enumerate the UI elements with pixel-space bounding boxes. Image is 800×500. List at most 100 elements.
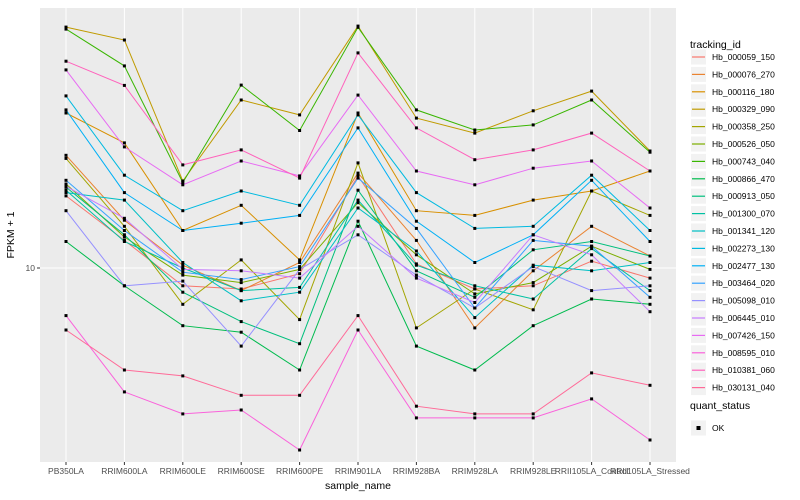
data-point [414, 263, 418, 267]
x-axis: PB350LA RRIM600LA RRIM600LE RRIM600SE RRIM60… [48, 462, 690, 476]
data-point [648, 302, 652, 306]
data-point [648, 310, 652, 314]
data-point [122, 235, 126, 239]
data-point [356, 198, 360, 202]
x-tick-label: RRII105LA_Control [555, 466, 629, 476]
data-point [239, 159, 243, 163]
data-point [473, 213, 477, 217]
data-point [181, 267, 185, 271]
data-point [122, 240, 126, 243]
data-point [181, 302, 185, 306]
data-point [239, 287, 243, 291]
data-point [590, 98, 594, 102]
data-point [122, 216, 126, 220]
legend-entry-label: Hb_000526_050 [712, 139, 775, 149]
data-point [181, 229, 185, 232]
data-point [122, 390, 126, 394]
data-point [64, 68, 68, 72]
legend-entry: Hb_001341_120 [691, 223, 775, 239]
series-points [64, 24, 652, 452]
data-point [414, 326, 418, 330]
data-point [531, 412, 535, 416]
legend-entry: Hb_000358_250 [691, 119, 775, 135]
data-point [473, 295, 477, 299]
data-point [181, 412, 185, 416]
data-point [239, 258, 243, 262]
data-point [414, 253, 418, 257]
data-point [590, 371, 594, 375]
data-point [64, 108, 68, 112]
data-point [122, 224, 126, 228]
data-point [64, 59, 68, 63]
data-point [122, 284, 126, 288]
data-point [298, 272, 302, 276]
data-point [298, 276, 302, 280]
data-point [590, 89, 594, 93]
data-point [648, 438, 652, 442]
data-point [648, 261, 652, 264]
data-point [473, 416, 477, 420]
data-point [122, 218, 126, 222]
data-point [356, 328, 360, 332]
legend-entry: Hb_006445_010 [691, 310, 775, 326]
data-point [64, 194, 68, 198]
y-axis-title: FPKM + 1 [5, 211, 17, 258]
data-point [239, 221, 243, 225]
x-axis-title: sample_name [325, 480, 391, 492]
data-point [473, 326, 477, 330]
data-point [356, 25, 360, 29]
data-point [590, 297, 594, 301]
data-point [473, 316, 477, 320]
data-point [298, 261, 302, 264]
data-point [122, 145, 126, 149]
data-point [181, 279, 185, 283]
data-point [531, 123, 535, 127]
data-point [64, 209, 68, 213]
legend-entry-label: Hb_003464_020 [712, 278, 775, 288]
data-point [181, 181, 185, 184]
x-tick-label: RRIM600LE [160, 466, 207, 476]
legend-entry-label: Hb_002273_130 [712, 243, 775, 253]
legend-entry-label: Hb_007426_150 [712, 330, 775, 340]
x-tick-label: RRIM600PE [276, 466, 324, 476]
data-point [648, 254, 652, 258]
data-point [590, 159, 594, 163]
legend-entry: Hb_000059_150 [691, 49, 775, 65]
legend-entry: Hb_000329_090 [691, 101, 775, 117]
x-tick-label: RRIM600LA [101, 466, 148, 476]
legend-entry-label: Hb_002477_130 [712, 261, 775, 271]
x-tick-label: RRIM928LA [452, 466, 499, 476]
data-point [181, 270, 185, 274]
data-point [590, 240, 594, 243]
data-point [64, 25, 68, 29]
data-point [122, 233, 126, 237]
data-point [590, 173, 594, 177]
x-tick-label: RRIM901LA [335, 466, 382, 476]
data-point [414, 191, 418, 195]
data-point [298, 290, 302, 294]
data-point [356, 111, 360, 115]
data-point [64, 27, 68, 31]
data-point [531, 198, 535, 202]
data-point [122, 64, 126, 68]
legend-quant-key [691, 420, 706, 436]
data-point [356, 93, 360, 97]
data-point [473, 183, 477, 187]
data-point [64, 184, 68, 188]
data-point [531, 248, 535, 252]
data-point [239, 83, 243, 87]
data-point [648, 383, 652, 387]
data-point [414, 273, 418, 277]
data-point [531, 284, 535, 288]
data-point [122, 173, 126, 177]
data-point [239, 269, 243, 273]
data-point [590, 244, 594, 248]
legend-entry: Hb_000116_180 [691, 84, 775, 100]
data-point [414, 126, 418, 130]
data-point [64, 314, 68, 318]
data-point [239, 393, 243, 397]
legend-entry: Hb_000743_040 [691, 153, 775, 169]
x-tick-label: RRIM928BA [393, 466, 441, 476]
data-point [531, 416, 535, 420]
data-point [64, 191, 68, 195]
